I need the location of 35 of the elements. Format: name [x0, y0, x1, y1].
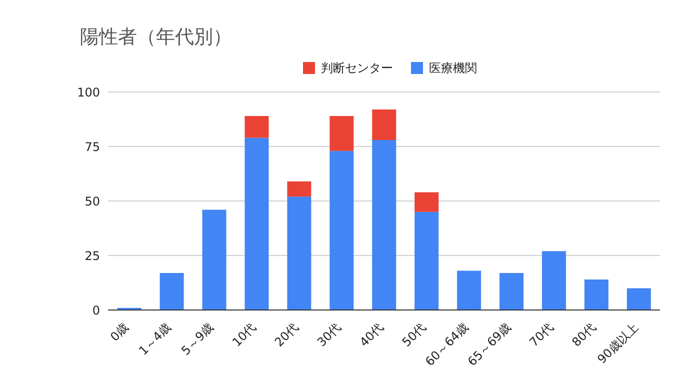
y-tick-label: 25	[84, 248, 100, 263]
bar	[287, 196, 312, 310]
legend-label: 医療機関	[428, 60, 477, 76]
chart-title: 陽性者（年代別）	[80, 25, 232, 50]
x-tick-label: 20代	[272, 320, 302, 350]
y-tick-label: 0	[92, 303, 100, 318]
bar	[330, 150, 354, 310]
bar	[244, 116, 269, 138]
bar	[499, 272, 524, 310]
bar	[457, 270, 482, 310]
x-tick-label: 1～4歳	[136, 320, 174, 358]
bar	[626, 288, 651, 310]
bar	[202, 210, 226, 310]
bar	[160, 272, 184, 310]
x-tick-label: 5～9歳	[178, 320, 216, 358]
bar	[244, 138, 269, 310]
legend-label: 判断センター	[320, 60, 393, 76]
x-tick-label: 70代	[526, 320, 556, 350]
bar	[542, 251, 566, 310]
x-tick-label: 10代	[230, 320, 259, 350]
x-tick-label: 50代	[399, 320, 429, 350]
bar	[414, 192, 439, 212]
y-tick-label: 100	[77, 85, 100, 100]
bar	[372, 140, 396, 310]
bar	[330, 116, 354, 151]
x-tick-label: 30代	[314, 320, 344, 350]
x-tick-label: 80代	[569, 320, 598, 350]
bar	[372, 109, 396, 140]
bar	[584, 279, 608, 310]
x-tick-label: 0歳	[108, 320, 132, 344]
y-tick-label: 75	[84, 140, 100, 154]
bar	[287, 181, 312, 197]
x-tick-label: 40代	[356, 320, 386, 350]
y-tick-label: 50	[84, 194, 100, 208]
bar	[414, 212, 439, 310]
